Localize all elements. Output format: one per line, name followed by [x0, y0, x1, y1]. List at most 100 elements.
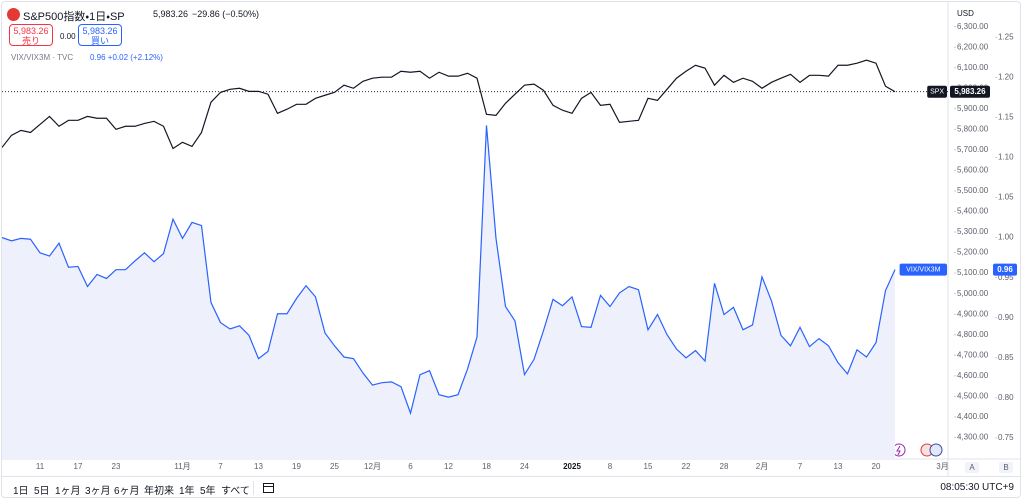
x-tick-label: 2025 [563, 462, 581, 471]
range-button[interactable]: 6ヶ月 [114, 486, 140, 497]
calendar-icon[interactable] [262, 481, 275, 494]
y-tick-label: 5,900.00 [957, 104, 989, 113]
buy-label: 買い [90, 36, 109, 46]
y-tick-label: 5,800.00 [957, 124, 989, 133]
range-button[interactable]: 5年 [200, 486, 216, 497]
y-tick-label: 0.75 [998, 433, 1014, 442]
y-tick-label: 5,500.00 [957, 186, 989, 195]
indicator-label[interactable]: VIX/VIX3M · TVC [11, 53, 74, 62]
series-name-tag [927, 85, 947, 98]
y-tick-label: 4,600.00 [957, 371, 989, 380]
y-tick-label: 6,300.00 [957, 22, 989, 31]
last-value-tag [950, 85, 990, 98]
currency-label[interactable]: USD [957, 9, 974, 18]
series-name-tag [899, 263, 947, 276]
range-button[interactable]: 5日 [34, 486, 50, 497]
axis-button-label[interactable]: A [969, 463, 975, 472]
series-name-tag-label: SPX [930, 89, 944, 96]
x-tick-label: 12月 [364, 462, 381, 471]
sell-price: 5,983.26 [13, 26, 49, 36]
y-tick-label: 5,000.00 [957, 289, 989, 298]
range-button[interactable]: 年初来 [144, 486, 174, 497]
y-tick-label: 5,100.00 [957, 268, 989, 277]
series-name-tag-label: VIX/VIX3M [906, 267, 940, 274]
plot-area [2, 59, 896, 458]
x-tick-label: 20 [872, 462, 881, 471]
y-tick-label: 5,200.00 [957, 248, 989, 257]
x-tick-label: 11月 [174, 462, 190, 471]
x-tick-label: 8 [608, 462, 613, 471]
toolbar-separator [253, 481, 254, 495]
y-tick-label: 1.20 [998, 72, 1014, 81]
symbol-title[interactable]: S&P500指数・1日・SP [23, 11, 125, 23]
x-tick-label: 15 [644, 462, 653, 471]
x-tick-label: 24 [520, 462, 529, 471]
x-tick-label: 13 [254, 462, 263, 471]
y-tick-label: 5,700.00 [957, 145, 989, 154]
y-tick-label: 4,300.00 [957, 433, 989, 442]
y-tick-label: 4,800.00 [957, 330, 989, 339]
x-tick-label: 18 [482, 462, 491, 471]
buy-button[interactable]: 5,983.26 買い [78, 24, 122, 46]
last-value-label: 5,983.26 [954, 87, 986, 96]
area-fill [2, 125, 895, 458]
range-button[interactable]: すべて [221, 486, 250, 497]
x-tick-label: 12 [444, 462, 453, 471]
y-tick-label: 4,400.00 [957, 412, 989, 421]
sell-button[interactable]: 5,983.26 売り [9, 24, 53, 46]
y-tick-label: 4,500.00 [957, 391, 989, 400]
y-tick-label: 1.15 [998, 113, 1014, 122]
last-value-tag [993, 263, 1017, 276]
buy-price: 5,983.26 [82, 26, 118, 36]
axis-button[interactable] [999, 462, 1013, 473]
y-tick-label: 6,200.00 [957, 42, 989, 51]
x-tick-label: 17 [74, 462, 83, 471]
range-button[interactable]: 1ヶ月 [55, 486, 81, 497]
range-button[interactable]: 3ヶ月 [85, 486, 111, 497]
x-tick-label: 7 [218, 462, 223, 471]
x-tick-label: 7 [798, 462, 803, 471]
y-tick-label: 1.10 [998, 153, 1014, 162]
axis-button-label[interactable]: B [1003, 463, 1008, 472]
y-tick-label: 5,600.00 [957, 166, 989, 175]
y-tick-label: 0.85 [998, 353, 1014, 362]
y-tick-label: 1.25 [998, 32, 1014, 41]
axis-button[interactable] [965, 462, 979, 473]
indicator-values: 0.96 +0.02 (+2.12%) [90, 53, 163, 62]
x-tick-label: 13 [834, 462, 843, 471]
y-tick-label: 5,400.00 [957, 207, 989, 216]
y-tick-label: 0.95 [998, 273, 1014, 282]
series-line [2, 125, 896, 416]
series-line [2, 59, 896, 150]
clock[interactable]: 08:05:30 UTC+9 [940, 482, 1014, 493]
x-tick-label: 25 [330, 462, 339, 471]
spread: 0.00 [60, 32, 76, 41]
x-tick-label: 28 [720, 462, 729, 471]
flag-icon[interactable] [929, 443, 943, 457]
y-tick-label: 1.00 [998, 233, 1014, 242]
y-tick-label: 4,900.00 [957, 309, 989, 318]
x-tick-label: 11 [36, 462, 45, 471]
chart: USD A B 4,300.00 4,400.00 4,500.00 4,600.00… [2, 2, 1020, 476]
event-icon-glyph [896, 445, 901, 456]
x-tick-label: 19 [292, 462, 301, 471]
range-button[interactable]: 1日 [13, 486, 29, 497]
x-tick-label: 23 [112, 462, 121, 471]
x-tick-label: 2月 [756, 462, 768, 471]
close-price: 5,983.26 [153, 9, 189, 19]
y-tick-label: 6,100.00 [957, 63, 989, 72]
x-tick-label: 3月 [936, 462, 948, 471]
price-change: −29.86 (−0.50%) [192, 9, 260, 19]
sell-label: 売り [21, 36, 40, 46]
x-tick-label: 22 [682, 462, 691, 471]
y-tick-label: 4,700.00 [957, 350, 989, 359]
x-tick-label: 6 [408, 462, 413, 471]
y-tick-label: 1.05 [998, 193, 1014, 202]
y-tick-label: 0.90 [998, 313, 1014, 322]
y-tick-label: 0.80 [998, 393, 1014, 402]
range-button[interactable]: 1年 [179, 486, 195, 497]
last-value-label: 0.96 [997, 265, 1013, 274]
